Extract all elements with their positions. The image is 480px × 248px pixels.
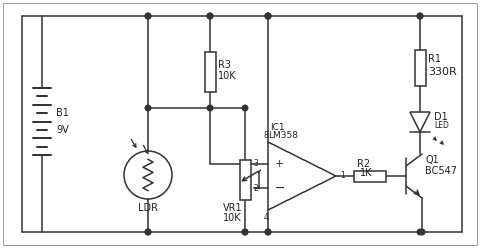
Circle shape (242, 229, 248, 235)
Text: 330R: 330R (428, 67, 457, 77)
Bar (240, 160, 251, 200)
Text: LM358: LM358 (268, 131, 298, 141)
Circle shape (242, 105, 248, 111)
Circle shape (417, 13, 423, 19)
Text: −: − (275, 182, 286, 195)
Circle shape (265, 13, 271, 19)
Circle shape (242, 229, 248, 235)
Text: 8: 8 (264, 130, 268, 139)
Text: BC547: BC547 (425, 166, 457, 176)
Text: VR1: VR1 (223, 203, 242, 213)
Circle shape (207, 13, 213, 19)
Circle shape (419, 229, 425, 235)
Text: LED: LED (434, 122, 449, 130)
Text: 3: 3 (253, 159, 258, 168)
Text: D1: D1 (434, 112, 448, 122)
Text: 2: 2 (253, 184, 258, 193)
Text: 10K: 10K (218, 71, 237, 81)
Circle shape (145, 229, 151, 235)
Circle shape (265, 229, 271, 235)
Text: R3: R3 (218, 60, 231, 70)
Text: LDR: LDR (138, 203, 158, 213)
Bar (204, 52, 216, 92)
Circle shape (145, 13, 151, 19)
Circle shape (207, 13, 213, 19)
Text: 1: 1 (340, 172, 345, 181)
Text: +: + (275, 159, 284, 169)
Text: R2: R2 (358, 159, 371, 169)
Text: IC1: IC1 (270, 123, 285, 131)
Text: R1: R1 (428, 54, 441, 64)
Bar (415, 50, 425, 86)
Text: 10K: 10K (223, 213, 241, 223)
Circle shape (265, 13, 271, 19)
Text: Q1: Q1 (425, 155, 439, 165)
Circle shape (417, 13, 423, 19)
Circle shape (145, 105, 151, 111)
Circle shape (265, 229, 271, 235)
Circle shape (417, 229, 423, 235)
Text: 4: 4 (264, 213, 268, 221)
Circle shape (265, 13, 271, 19)
Text: 9V: 9V (56, 124, 69, 134)
Text: 1K: 1K (360, 168, 372, 178)
Bar (354, 171, 386, 182)
Circle shape (145, 229, 151, 235)
Circle shape (145, 13, 151, 19)
Text: B1: B1 (56, 108, 69, 119)
Circle shape (207, 105, 213, 111)
